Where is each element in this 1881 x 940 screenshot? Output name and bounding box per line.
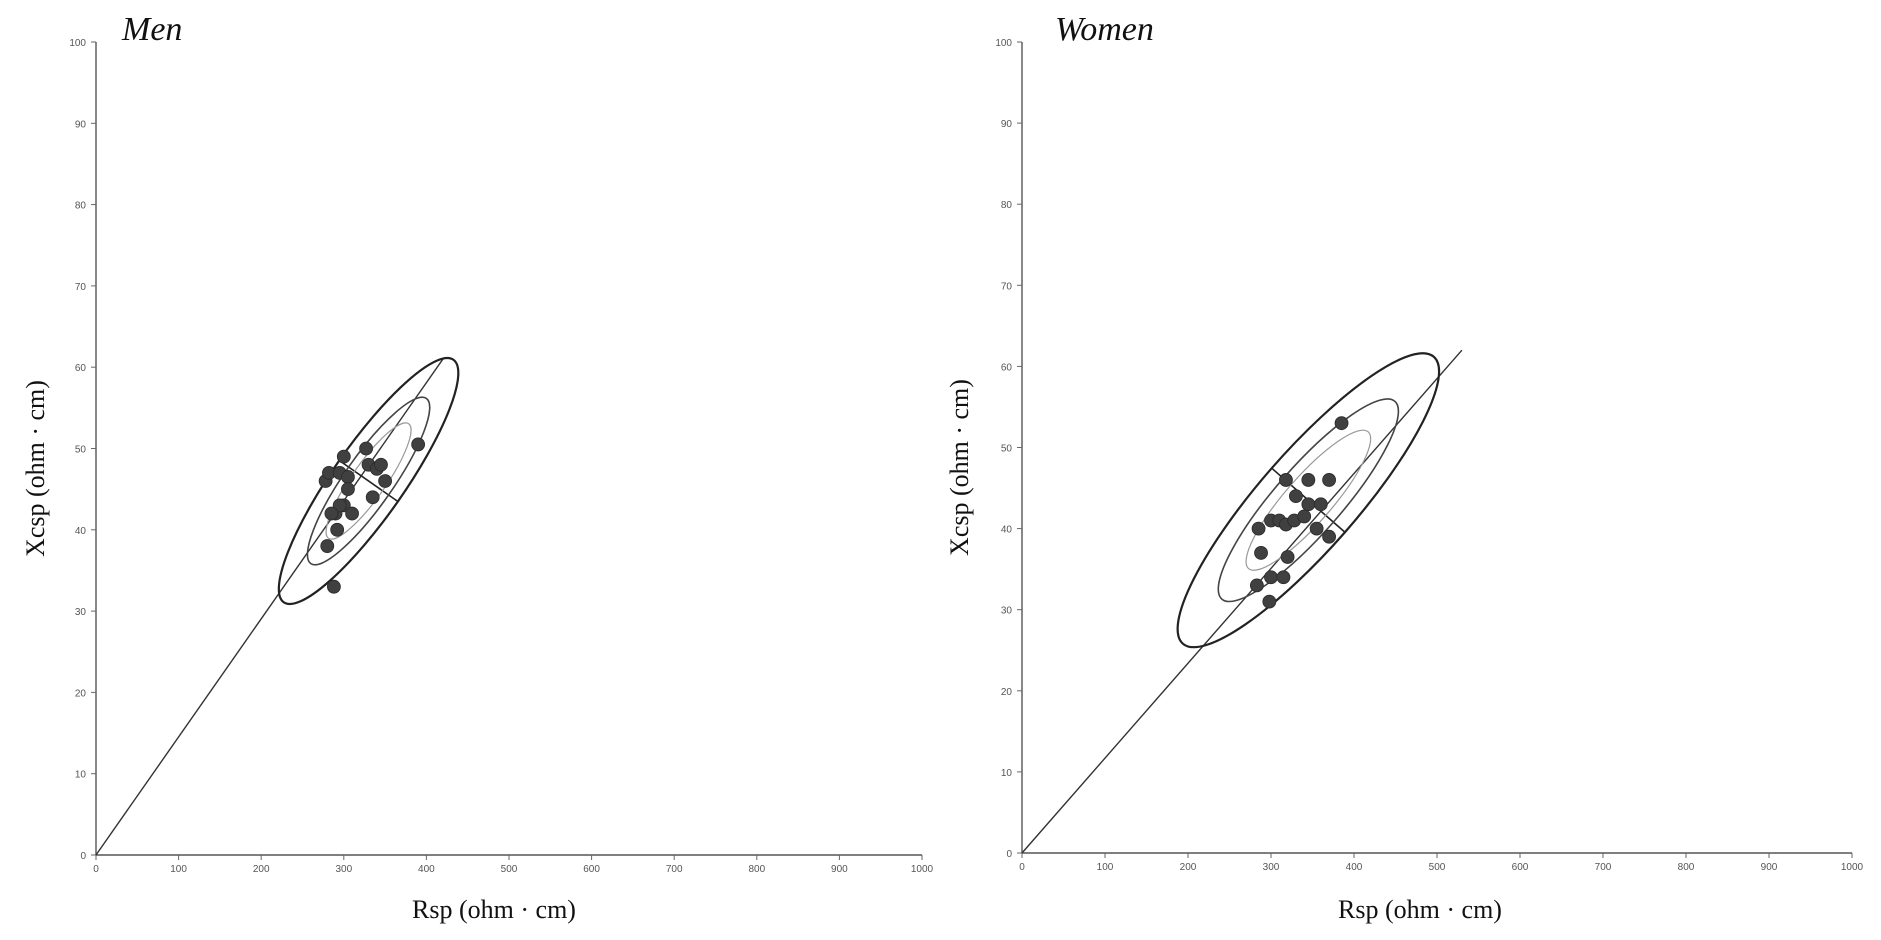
x-tick-label: 1000 — [911, 864, 934, 875]
data-point — [359, 441, 374, 456]
chart-panel-men: Men Xcsp (ohm · cm) Rsp (ohm · cm) 0 100 2… — [21, 11, 934, 924]
x-tick-label: 1000 — [1841, 862, 1864, 873]
data-point — [1264, 570, 1278, 585]
data-point — [1334, 416, 1349, 431]
y-tick-label: 80 — [1001, 200, 1013, 211]
y-tick-label: 90 — [75, 119, 87, 130]
y-tick-label: 50 — [75, 445, 87, 456]
x-tick-label: 100 — [1097, 862, 1114, 873]
x-tick-label: 300 — [335, 864, 352, 875]
chart-panel-women: Women Xcsp (ohm · cm) Rsp (ohm · cm) 0 10… — [945, 11, 1864, 924]
y-tick-label: 100 — [69, 38, 86, 49]
chart-title: Women — [1055, 11, 1154, 48]
y-tick-label: 50 — [1001, 444, 1013, 455]
y-tick-label: 30 — [75, 607, 87, 618]
confidence-ellipse-75pct — [306, 396, 431, 566]
data-point — [330, 522, 345, 537]
y-axis-title: Xcsp (ohm · cm) — [945, 379, 974, 556]
data-point — [1301, 497, 1316, 512]
y-tick-label: 20 — [1001, 687, 1013, 698]
x-tick-label: 0 — [1019, 862, 1025, 873]
y-tick-label: 0 — [1006, 849, 1012, 860]
x-tick-label: 200 — [253, 864, 270, 875]
x-tick-label: 900 — [831, 864, 848, 875]
reference-line — [95, 358, 444, 856]
y-tick-label: 10 — [1001, 768, 1013, 779]
confidence-ellipse-50pct — [1245, 429, 1372, 571]
data-point — [1301, 473, 1316, 487]
data-point — [1276, 570, 1291, 585]
x-tick-label: 700 — [1595, 862, 1612, 873]
data-point — [341, 482, 355, 497]
x-tick-label: 500 — [501, 864, 518, 875]
data-point — [374, 457, 388, 472]
data-point — [378, 474, 393, 488]
x-tick-label: 800 — [1678, 862, 1695, 873]
data-point — [1254, 546, 1268, 560]
data-point — [341, 470, 355, 484]
x-tick-label: 100 — [170, 864, 187, 875]
data-point — [324, 506, 339, 521]
data-point — [1322, 473, 1336, 487]
x-tick-label: 600 — [1512, 862, 1529, 873]
x-tick-label: 900 — [1761, 862, 1778, 873]
x-tick-label: 0 — [93, 864, 99, 875]
confidence-ellipse-50pct — [325, 422, 412, 540]
data-point — [1322, 529, 1336, 544]
reference-line — [1021, 349, 1463, 854]
y-tick-label: 20 — [75, 688, 87, 699]
x-axis-title: Rsp (ohm · cm) — [1338, 895, 1502, 924]
data-point — [1279, 473, 1293, 487]
x-tick-label: 200 — [1180, 862, 1197, 873]
x-tick-label: 300 — [1263, 862, 1280, 873]
data-point — [365, 490, 380, 505]
x-tick-label: 400 — [418, 864, 435, 875]
x-axis-title: Rsp (ohm · cm) — [412, 895, 576, 924]
y-tick-label: 100 — [995, 38, 1012, 49]
y-tick-label: 90 — [1001, 119, 1013, 130]
chart-title: Men — [121, 11, 182, 48]
data-point — [1297, 509, 1312, 524]
y-axis-title: Xcsp (ohm · cm) — [21, 380, 50, 557]
data-point — [1313, 497, 1328, 512]
data-point — [1280, 550, 1295, 564]
x-tick-label: 700 — [666, 864, 683, 875]
y-tick-label: 60 — [1001, 362, 1013, 373]
y-tick-label: 70 — [75, 282, 87, 293]
data-point — [1249, 578, 1264, 593]
data-point — [345, 506, 359, 521]
data-point — [336, 449, 351, 464]
x-tick-label: 600 — [583, 864, 600, 875]
y-tick-label: 40 — [75, 526, 87, 537]
y-tick-label: 70 — [1001, 281, 1013, 292]
y-tick-label: 0 — [80, 851, 86, 862]
data-point — [1262, 594, 1277, 609]
x-tick-label: 500 — [1429, 862, 1446, 873]
y-tick-label: 10 — [75, 770, 87, 781]
x-tick-label: 800 — [748, 864, 765, 875]
data-point — [332, 498, 347, 513]
data-point — [326, 579, 341, 594]
data-point — [320, 539, 335, 553]
y-tick-label: 40 — [1001, 525, 1013, 536]
y-tick-label: 80 — [75, 201, 87, 212]
data-point — [1309, 521, 1324, 536]
y-tick-label: 30 — [1001, 606, 1013, 617]
data-point — [1289, 489, 1303, 504]
data-point — [411, 437, 426, 452]
data-point — [1251, 521, 1266, 536]
y-tick-label: 60 — [75, 363, 87, 374]
x-tick-label: 400 — [1346, 862, 1363, 873]
